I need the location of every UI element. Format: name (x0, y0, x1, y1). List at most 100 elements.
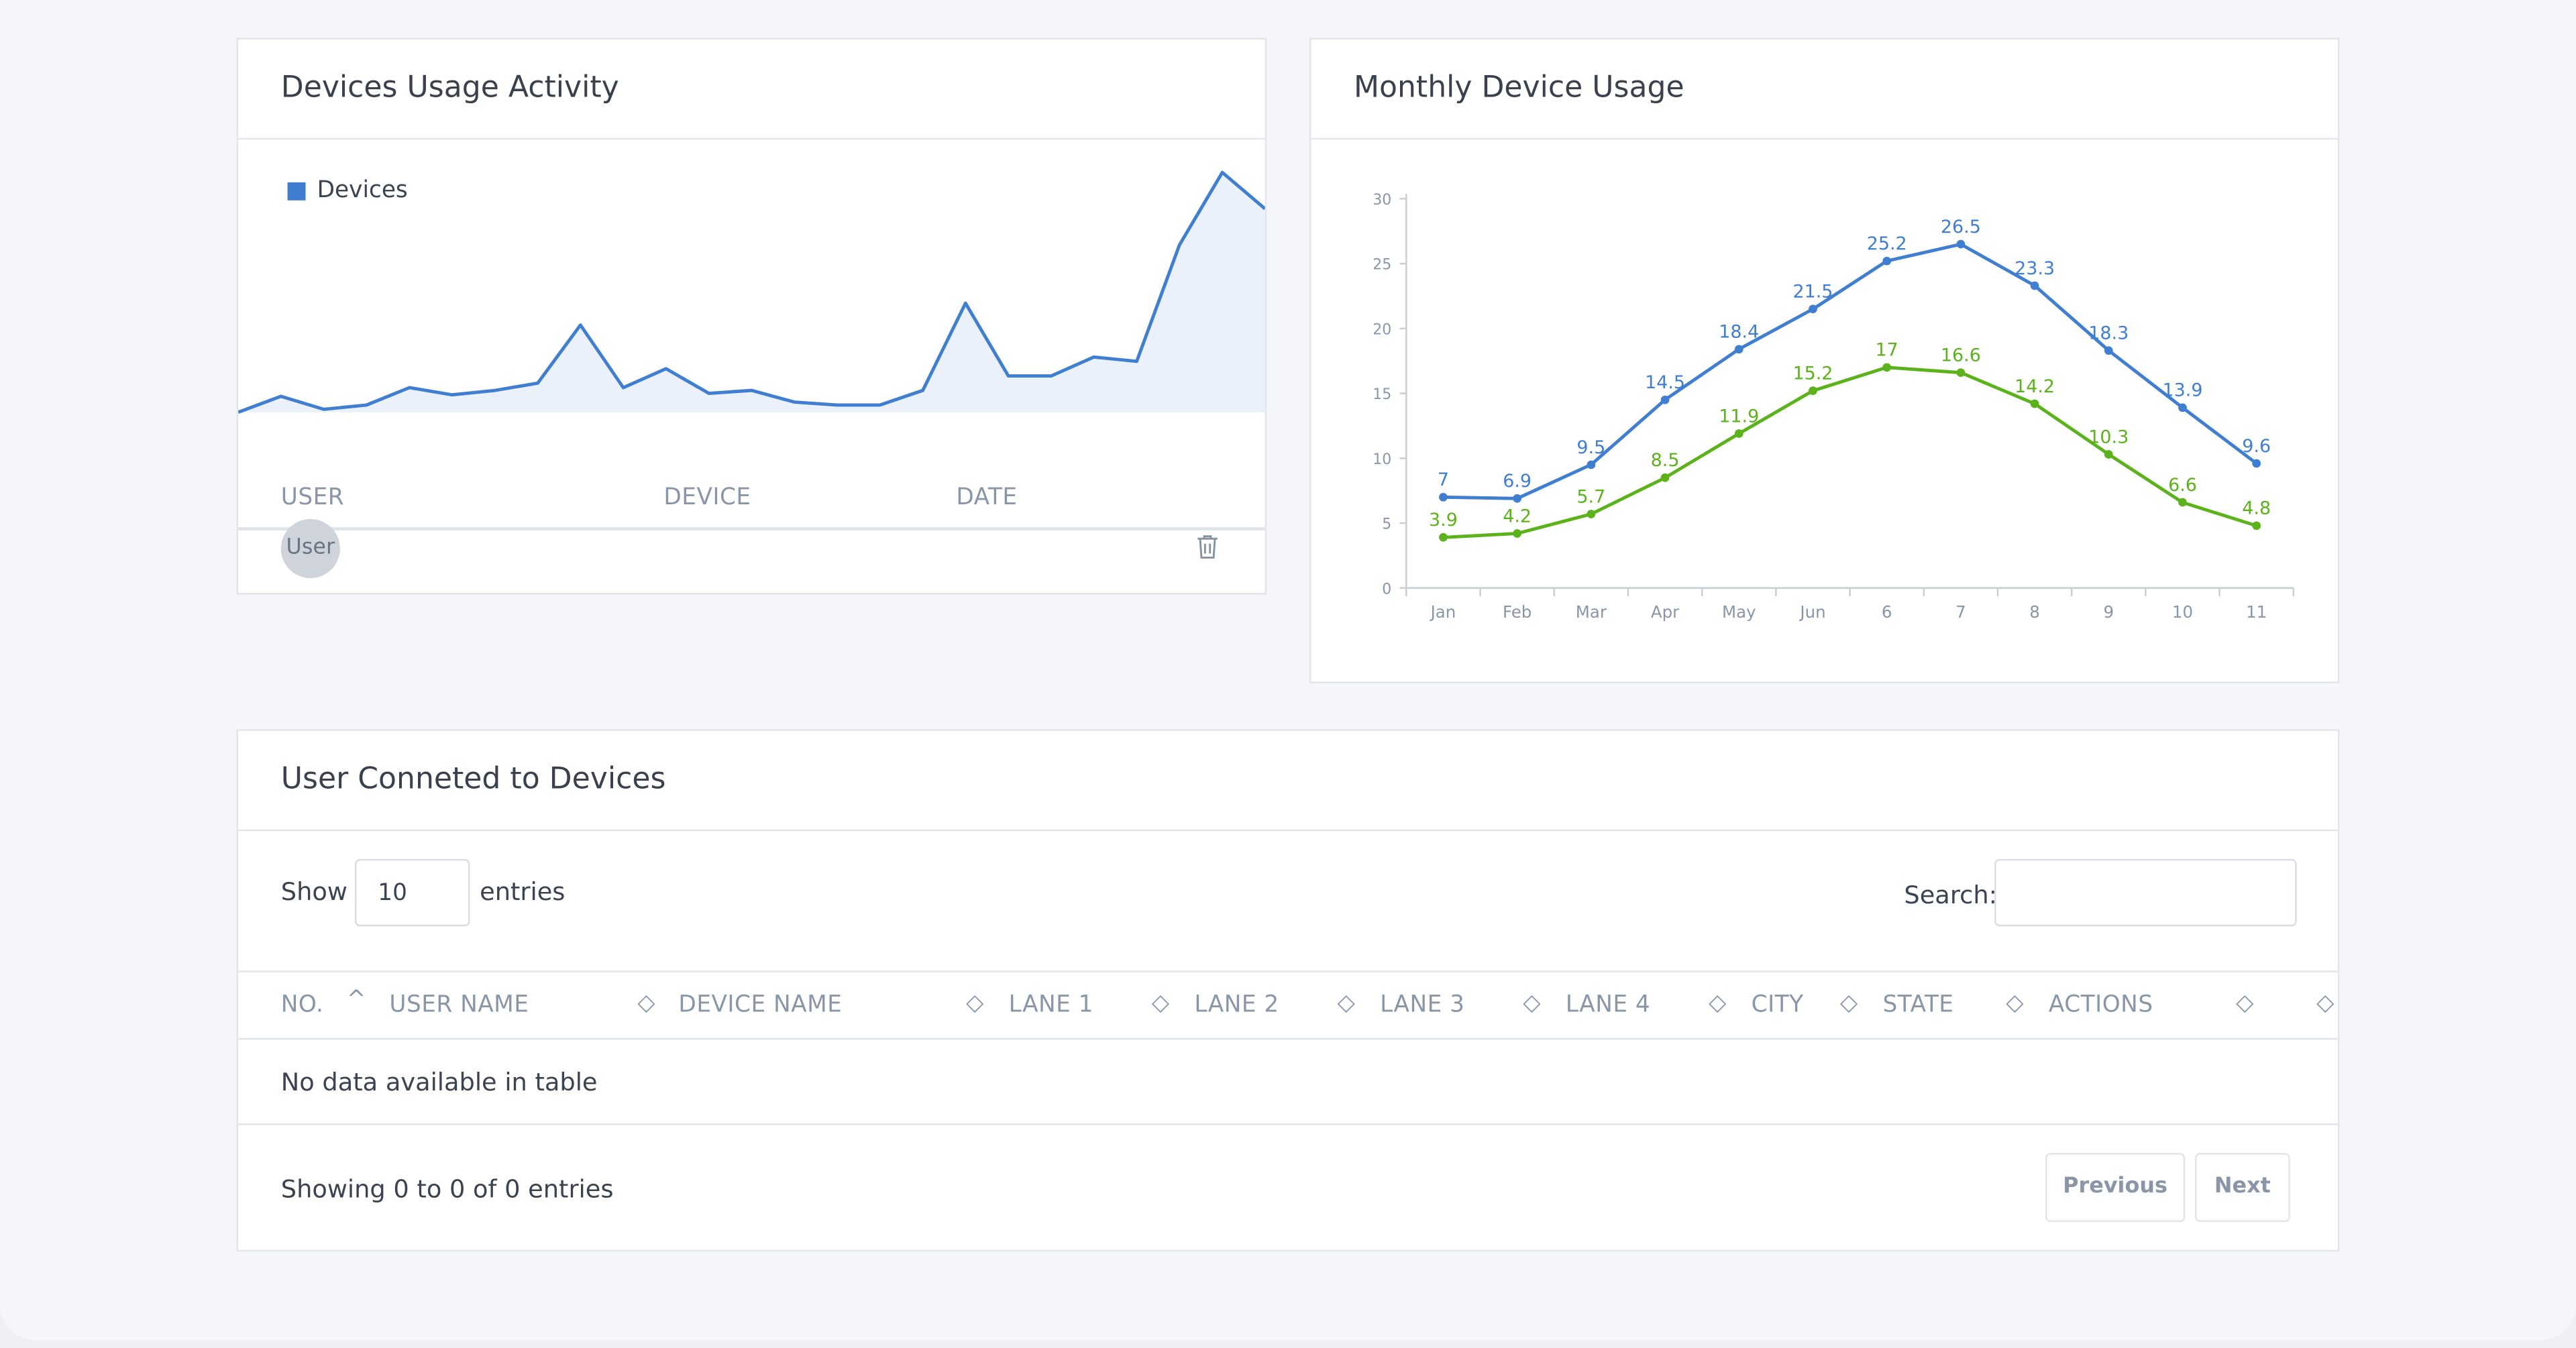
data-point (1660, 395, 1670, 404)
column-no[interactable]: NO. (280, 992, 324, 1019)
monthly-card: Monthly Device Usage 0 5 10 15 20 25 30 Jan Feb M… (1309, 38, 2340, 683)
sort-icon[interactable]: ◇ (1839, 990, 1858, 1017)
data-point (1956, 239, 1966, 249)
avatar-text: User (286, 535, 335, 561)
data-label: 14.5 (1645, 372, 1685, 393)
monthly-line-chart: 0 5 10 15 20 25 30 Jan Feb Mar Apr May Jun 6 7 8 9 10 11 7 6… (1373, 192, 2295, 622)
next-button[interactable]: Next (2194, 1153, 2290, 1223)
sort-icon[interactable]: ◇ (1708, 990, 1727, 1017)
data-point (2104, 346, 2113, 355)
data-point (1439, 492, 1448, 502)
column-lane-1[interactable]: LANE 1 (1008, 992, 1094, 1019)
empty-row: No data available in table (238, 1040, 2338, 1125)
x-tick-label: 7 (1955, 602, 1966, 622)
column-user[interactable]: USER (280, 484, 345, 511)
column-date[interactable]: DATE (956, 484, 1018, 511)
activity-legend[interactable]: Devices (287, 177, 408, 204)
data-point (1587, 460, 1596, 469)
data-point (2030, 399, 2039, 408)
data-point (1809, 304, 1817, 314)
length-control: Show entries (280, 858, 610, 928)
data-point (1587, 510, 1596, 518)
x-tick-label: 8 (2029, 602, 2040, 622)
search-label: Search: (1904, 880, 1997, 910)
activity-table-row: User (238, 518, 1265, 594)
data-label: 9.5 (1576, 437, 1605, 458)
x-tick-label: 9 (2104, 602, 2114, 622)
data-label: 16.6 (1941, 345, 1981, 366)
data-point (1882, 363, 1892, 372)
sort-icon[interactable]: ◇ (2006, 990, 2025, 1017)
sort-icon[interactable]: ◇ (1337, 990, 1356, 1017)
legend-swatch (287, 181, 306, 200)
data-label: 8.5 (1651, 450, 1680, 471)
column-city[interactable]: CITY (1751, 992, 1804, 1019)
column-state[interactable]: STATE (1882, 992, 1954, 1019)
legend-label: Devices (317, 177, 408, 204)
x-tick-label: 11 (2246, 602, 2267, 622)
column-user-name[interactable]: USER NAME (389, 992, 529, 1019)
column-lane-2[interactable]: LANE 2 (1194, 992, 1279, 1019)
data-label: 7 (1438, 469, 1449, 490)
data-label: 13.9 (2163, 380, 2203, 401)
data-point (1734, 429, 1743, 438)
column-lane-4[interactable]: LANE 4 (1565, 992, 1651, 1019)
data-point (1956, 368, 1966, 377)
column-lane-3[interactable]: LANE 3 (1380, 992, 1465, 1019)
data-label: 9.6 (2242, 436, 2271, 457)
activity-area-chart (238, 170, 1265, 414)
data-point (1734, 345, 1743, 354)
x-tick-label: Jun (1799, 602, 1825, 622)
table-info: Showing 0 to 0 of 0 entries (280, 1174, 614, 1204)
series-line-2 (1443, 366, 2257, 539)
y-tick-label: 30 (1373, 192, 1391, 209)
sort-asc-icon[interactable]: ^ (346, 987, 366, 1014)
data-point (1882, 256, 1892, 266)
data-label: 18.4 (1719, 322, 1759, 343)
data-point (2178, 498, 2187, 507)
data-label: 15.2 (1792, 363, 1833, 384)
search-input[interactable] (1994, 858, 2297, 927)
data-label: 6.6 (2168, 475, 2197, 496)
sort-icon[interactable]: ◇ (637, 990, 656, 1017)
sort-icon[interactable]: ◇ (2316, 990, 2334, 1017)
y-tick-label: 5 (1382, 516, 1391, 533)
sort-icon[interactable]: ◇ (2236, 990, 2254, 1017)
data-label: 3.9 (1429, 510, 1458, 530)
delete-icon[interactable] (1196, 534, 1219, 560)
data-point (2178, 403, 2187, 412)
x-tick-label: May (1722, 602, 1756, 622)
data-point (1660, 473, 1670, 482)
data-point (2104, 450, 2113, 459)
data-label: 4.8 (2242, 498, 2271, 519)
sort-icon[interactable]: ◇ (966, 990, 984, 1017)
data-label: 11.9 (1719, 406, 1759, 427)
activity-chart: Devices (238, 139, 1265, 451)
x-tick-label: Mar (1576, 602, 1607, 622)
column-actions[interactable]: ACTIONS (2048, 992, 2153, 1019)
series-line-devices (238, 170, 1265, 414)
y-tick-label: 15 (1373, 386, 1391, 403)
data-label: 5.7 (1576, 486, 1605, 507)
column-device-name[interactable]: DEVICE NAME (678, 992, 843, 1019)
series-line-1 (1443, 242, 2258, 500)
x-tick-label: 6 (1882, 602, 1892, 622)
activity-card-title: Devices Usage Activity (238, 40, 1265, 140)
column-device[interactable]: DEVICE (663, 484, 751, 511)
sort-icon[interactable]: ◇ (1523, 990, 1542, 1017)
data-label: 14.2 (2015, 376, 2055, 397)
y-tick-label: 25 (1373, 257, 1391, 274)
entries-input[interactable] (354, 858, 470, 927)
users-card-title: User Conneted to Devices (238, 731, 2338, 832)
previous-button[interactable]: Previous (2045, 1153, 2186, 1223)
data-label: 18.3 (2088, 323, 2129, 344)
show-label: Show (280, 877, 347, 907)
y-tick-label: 0 (1382, 581, 1391, 598)
data-point (1809, 386, 1817, 396)
data-point (1439, 532, 1448, 542)
users-table-header: NO. ^ USER NAME ◇ DEVICE NAME ◇ LANE 1 ◇… (238, 970, 2338, 1040)
avatar: User (280, 518, 340, 579)
x-tick-label: Feb (1503, 602, 1532, 622)
sort-icon[interactable]: ◇ (1151, 990, 1170, 1017)
